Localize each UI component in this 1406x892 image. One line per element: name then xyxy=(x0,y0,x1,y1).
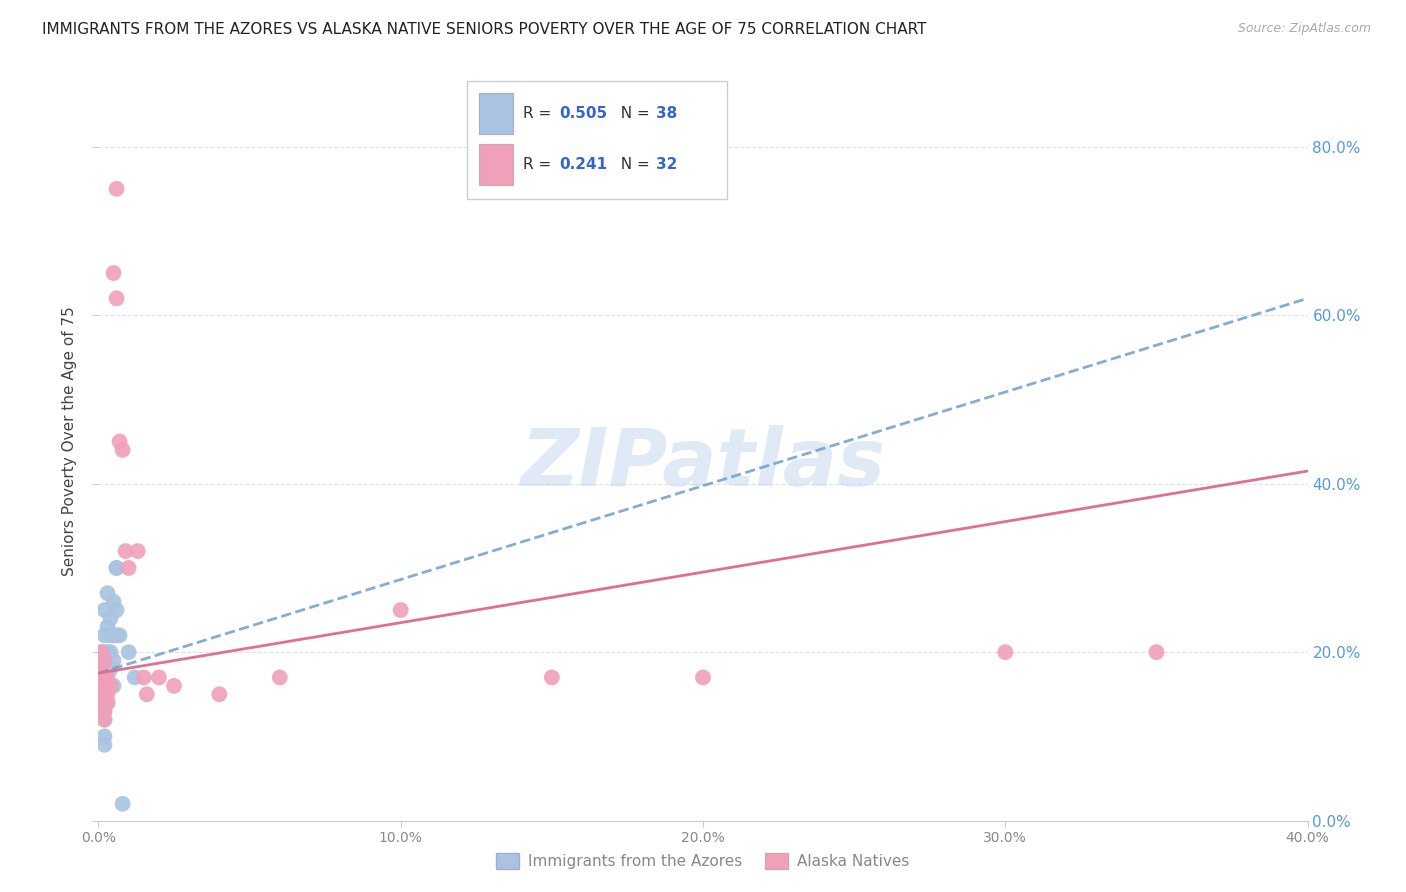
Text: Source: ZipAtlas.com: Source: ZipAtlas.com xyxy=(1237,22,1371,36)
Point xyxy=(124,670,146,684)
Text: IMMIGRANTS FROM THE AZORES VS ALASKA NATIVE SENIORS POVERTY OVER THE AGE OF 75 C: IMMIGRANTS FROM THE AZORES VS ALASKA NAT… xyxy=(42,22,927,37)
Point xyxy=(103,594,125,608)
Point xyxy=(163,679,186,693)
Text: ZIPatlas: ZIPatlas xyxy=(520,425,886,503)
Point xyxy=(208,687,231,701)
Text: 0.505: 0.505 xyxy=(560,106,607,121)
Point xyxy=(90,645,112,659)
Point xyxy=(90,662,112,676)
FancyBboxPatch shape xyxy=(479,93,513,135)
Point xyxy=(90,645,112,659)
Point xyxy=(93,679,115,693)
Point xyxy=(132,670,155,684)
Point xyxy=(103,679,125,693)
Point xyxy=(96,662,118,676)
Point xyxy=(692,670,714,684)
Point xyxy=(108,628,131,642)
Point xyxy=(111,797,134,811)
Point xyxy=(108,434,131,449)
Text: N =: N = xyxy=(612,106,655,121)
Point xyxy=(93,687,115,701)
Point xyxy=(105,628,128,642)
Point xyxy=(135,687,157,701)
Point xyxy=(96,620,118,634)
Point xyxy=(93,603,115,617)
Point xyxy=(111,442,134,457)
Point xyxy=(103,266,125,280)
Point xyxy=(105,291,128,305)
Point xyxy=(90,679,112,693)
Point xyxy=(96,696,118,710)
Point xyxy=(93,696,115,710)
Point xyxy=(93,704,115,718)
Point xyxy=(100,662,122,676)
Legend: Immigrants from the Azores, Alaska Natives: Immigrants from the Azores, Alaska Nativ… xyxy=(491,847,915,875)
Text: 38: 38 xyxy=(655,106,678,121)
Point xyxy=(100,611,122,625)
Text: R =: R = xyxy=(523,106,555,121)
Point xyxy=(118,561,141,575)
Point xyxy=(100,679,122,693)
Point xyxy=(93,704,115,718)
Point xyxy=(105,182,128,196)
Point xyxy=(105,603,128,617)
Text: 32: 32 xyxy=(655,157,678,172)
Point xyxy=(90,670,112,684)
Point xyxy=(96,687,118,701)
Y-axis label: Seniors Poverty Over the Age of 75: Seniors Poverty Over the Age of 75 xyxy=(62,307,77,576)
Point xyxy=(103,628,125,642)
Point xyxy=(93,730,115,744)
FancyBboxPatch shape xyxy=(479,144,513,186)
Point xyxy=(994,645,1017,659)
Point xyxy=(103,654,125,668)
Point xyxy=(93,687,115,701)
Point xyxy=(114,544,136,558)
Point xyxy=(389,603,412,617)
Point xyxy=(100,679,122,693)
Point xyxy=(1144,645,1167,659)
Point xyxy=(540,670,562,684)
FancyBboxPatch shape xyxy=(467,81,727,199)
Point xyxy=(127,544,149,558)
Point xyxy=(105,561,128,575)
Point xyxy=(93,713,115,727)
Point xyxy=(93,696,115,710)
Point xyxy=(93,670,115,684)
Point xyxy=(93,713,115,727)
Point xyxy=(93,628,115,642)
Text: N =: N = xyxy=(612,157,655,172)
Point xyxy=(93,662,115,676)
Point xyxy=(269,670,291,684)
Point xyxy=(96,696,118,710)
Point xyxy=(93,738,115,752)
Point xyxy=(96,679,118,693)
Point xyxy=(100,645,122,659)
Point xyxy=(93,670,115,684)
Point xyxy=(100,628,122,642)
Point xyxy=(96,645,118,659)
Text: R =: R = xyxy=(523,157,561,172)
Point xyxy=(96,586,118,600)
Point xyxy=(148,670,170,684)
Point xyxy=(118,645,141,659)
Point xyxy=(93,645,115,659)
Point xyxy=(105,561,128,575)
Point xyxy=(90,654,112,668)
Point xyxy=(93,654,115,668)
Text: 0.241: 0.241 xyxy=(560,157,607,172)
Point xyxy=(96,670,118,684)
